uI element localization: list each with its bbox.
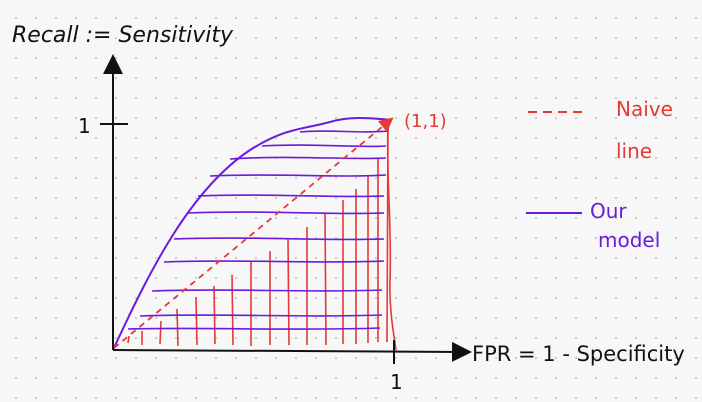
naive-area-hatching bbox=[127, 127, 397, 351]
axes bbox=[100, 54, 472, 364]
naive-line bbox=[113, 117, 394, 349]
legend-naive-label-2: line bbox=[616, 139, 652, 163]
legend-model-label-2: model bbox=[598, 228, 660, 252]
legend-naive-label-1: Naive bbox=[616, 97, 673, 121]
legend: Naive line Our model bbox=[526, 97, 673, 252]
y-tick-label: 1 bbox=[78, 114, 91, 138]
legend-model-label-1: Our bbox=[590, 199, 627, 223]
x-tick-label: 1 bbox=[390, 370, 403, 394]
point-label-1-1: (1,1) bbox=[404, 111, 447, 132]
x-axis bbox=[112, 341, 472, 362]
x-axis-label: FPR = 1 - Specificity bbox=[472, 342, 685, 366]
page-title: Recall := Sensitivity bbox=[12, 23, 234, 48]
model-area-hatching bbox=[127, 130, 389, 330]
model-curve bbox=[112, 117, 393, 351]
